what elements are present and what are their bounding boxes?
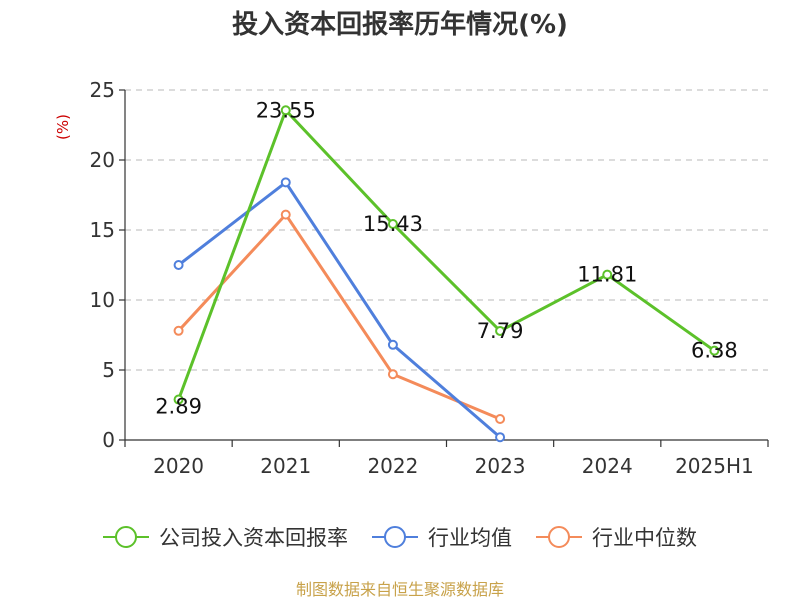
series-point [387,339,398,350]
x-tick-label: 2023 [475,454,526,478]
x-tick-label: 2020 [153,454,204,478]
legend-label: 行业中位数 [592,526,697,550]
data-label: 23.55 [256,98,316,122]
y-axis-unit: (%) [54,114,72,140]
data-label: 7.79 [477,319,524,343]
series-point [602,269,613,280]
legend-label: 行业均值 [428,526,512,550]
series-point [173,260,184,270]
y-tick-label: 25 [90,78,115,102]
series-point [173,394,184,405]
series-line [177,213,501,421]
series-point [387,218,398,229]
data-label: 11.81 [577,263,637,287]
legend-marker [548,526,570,548]
x-tick-label: 2025H1 [675,454,754,478]
source-note: 制图数据来自恒生聚源数据库 [296,580,504,599]
data-labels: 2.89 23.55 15.43 7.79 11.81 6.38 [155,98,738,418]
series-point [709,345,720,356]
legend-item[interactable]: 行业均值 [372,526,512,550]
series-line [177,108,716,401]
data-label: 6.38 [691,339,738,363]
grid-lines [125,89,768,371]
y-tick-label: 0 [102,428,115,452]
x-tick-label: 2022 [367,454,418,478]
series-point [387,369,398,380]
axes: 0 5 10 15 20 25 2020 2021 2022 2023 2024 2025H1 [90,78,769,478]
chart-title: 投入资本回报率历年情况(%) [232,9,568,40]
series-line [177,180,502,439]
x-tick-label: 2021 [260,454,311,478]
y-tick-label: 15 [90,218,115,242]
series-point [495,414,506,424]
series-point [495,325,506,336]
series-point [280,209,291,220]
series-point [280,177,291,188]
data-label: 2.89 [155,395,202,419]
series-point [495,432,506,443]
y-tick-label: 5 [102,358,115,382]
y-tick-label: 10 [90,288,115,312]
y-tick-label: 20 [90,148,115,172]
legend-item[interactable]: 行业中位数 [536,526,697,550]
legend-marker [115,526,137,548]
legend[interactable]: 公司投入资本回报率 行业均值 行业中位数 [103,526,697,550]
data-label: 15.43 [363,212,423,236]
x-tick-label: 2024 [582,454,633,478]
series-point [280,105,291,116]
legend-marker [384,526,406,548]
series-point [173,325,184,336]
legend-label: 公司投入资本回报率 [159,526,348,550]
series-lines [173,105,720,443]
legend-item[interactable]: 公司投入资本回报率 [103,526,348,550]
